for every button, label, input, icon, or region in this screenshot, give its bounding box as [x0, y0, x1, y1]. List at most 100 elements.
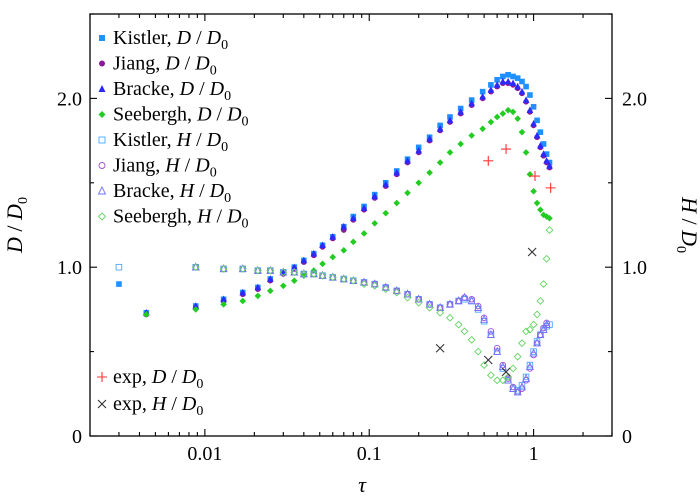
y-right-label-sub: 0: [673, 246, 688, 253]
legend-label-den: D: [181, 393, 197, 415]
legend-label-main: Seebergh,: [113, 206, 197, 228]
legend-label-slash: /: [194, 180, 210, 202]
legend-label: Bracke, D / D0: [113, 78, 231, 104]
data-point: [529, 320, 538, 329]
data-point: [266, 266, 275, 275]
data-point: [474, 302, 483, 311]
data-point: [446, 116, 454, 124]
data-point: [539, 280, 548, 289]
data-point: [513, 352, 522, 361]
data-point: [454, 296, 463, 305]
y-axis-left-label: D / D0: [2, 197, 31, 254]
legend-marker: [97, 185, 107, 195]
data-point: [530, 187, 537, 195]
series-7: [191, 226, 554, 385]
data-point: [238, 264, 247, 273]
data-point: [220, 301, 227, 308]
data-point: [539, 324, 548, 333]
x-tick-label: 0.01: [187, 443, 222, 465]
data-point: [219, 264, 228, 273]
legend-label-sub: 0: [224, 89, 231, 104]
legend-marker: [97, 372, 107, 382]
data-point: [518, 128, 526, 136]
data-point: [546, 162, 553, 169]
legend-item: Kistler, H / D0: [98, 129, 228, 155]
legend-marker: [97, 212, 107, 221]
data-point: [527, 92, 533, 98]
data-point: [529, 348, 538, 357]
data-point: [505, 71, 511, 78]
legend-label-slash: /: [166, 393, 182, 415]
data-point: [533, 199, 541, 207]
data-point: [542, 319, 551, 328]
data-point: [509, 79, 517, 87]
data-point: [526, 106, 534, 114]
data-point: [454, 320, 463, 329]
data-point: [493, 81, 501, 88]
data-point: [192, 306, 200, 313]
y-tick-label-left: 1.0: [57, 257, 82, 279]
data-point: [499, 110, 507, 117]
legend-label: Seebergh, H / D0: [113, 206, 249, 232]
data-point: [468, 99, 475, 107]
data-point: [381, 285, 390, 294]
data-point: [546, 214, 553, 222]
legend-label-main: Kistler,: [113, 27, 177, 49]
plot-frame: [89, 13, 613, 437]
data-point: [350, 238, 357, 246]
legend-label: Seebergh, D / D0: [113, 104, 249, 130]
data-point: [468, 132, 475, 139]
legend-label-main: Seebergh,: [113, 104, 197, 126]
data-point: [519, 78, 525, 85]
data-point: [499, 77, 507, 85]
data-point: [479, 88, 486, 95]
data-point: [309, 270, 318, 278]
legend-label: Jiang, D / D0: [113, 53, 217, 79]
legend-marker: [98, 85, 106, 92]
legend-marker: [99, 60, 105, 67]
data-point: [414, 294, 423, 303]
data-point: [493, 113, 501, 121]
data-point: [404, 189, 411, 197]
legend-label-sub: 0: [210, 64, 217, 79]
data-point: [425, 303, 434, 312]
data-point: [540, 150, 547, 157]
data-point: [500, 73, 506, 80]
y-axis-right: 0 1.0 2.0: [605, 13, 647, 448]
legend-marker: [99, 35, 105, 41]
series-6: [191, 262, 551, 396]
legend-label-var: H: [179, 180, 196, 202]
data-point: [523, 83, 529, 90]
legend-label-slash: /: [212, 104, 228, 126]
data-point: [266, 287, 274, 295]
data-point: [266, 275, 274, 282]
y-tick-label-left: 2.0: [57, 88, 82, 110]
data-point: [403, 293, 412, 302]
legend-label-sub: 0: [221, 140, 228, 155]
data-point: [540, 141, 547, 147]
data-point: [525, 361, 534, 371]
legend-item: exp, D / D0: [97, 366, 203, 392]
legend-label-var: D: [196, 104, 212, 126]
data-point: [522, 327, 530, 336]
data-point: [487, 328, 495, 335]
legend-item: exp, H / D0: [97, 393, 203, 419]
legend-label-sub: 0: [224, 191, 231, 206]
data-point: [220, 295, 227, 303]
y-tick-label-left: 0: [72, 426, 82, 448]
data-point: [350, 214, 357, 222]
legend-label-main: Bracke,: [113, 78, 180, 100]
legend-marker: [98, 162, 106, 169]
data-point: [393, 199, 401, 207]
legend-label-den: D: [226, 104, 242, 126]
legend-label-var: D: [151, 366, 167, 388]
data-point: [392, 288, 401, 297]
data-point: [329, 233, 337, 240]
data-point: [328, 273, 337, 282]
data-point: [514, 115, 521, 122]
data-point: [487, 118, 495, 126]
data-point: [329, 253, 337, 261]
data-point: [426, 135, 433, 142]
legend-label-den: D: [206, 129, 222, 151]
legend-label: Bracke, H / D0: [113, 180, 231, 206]
